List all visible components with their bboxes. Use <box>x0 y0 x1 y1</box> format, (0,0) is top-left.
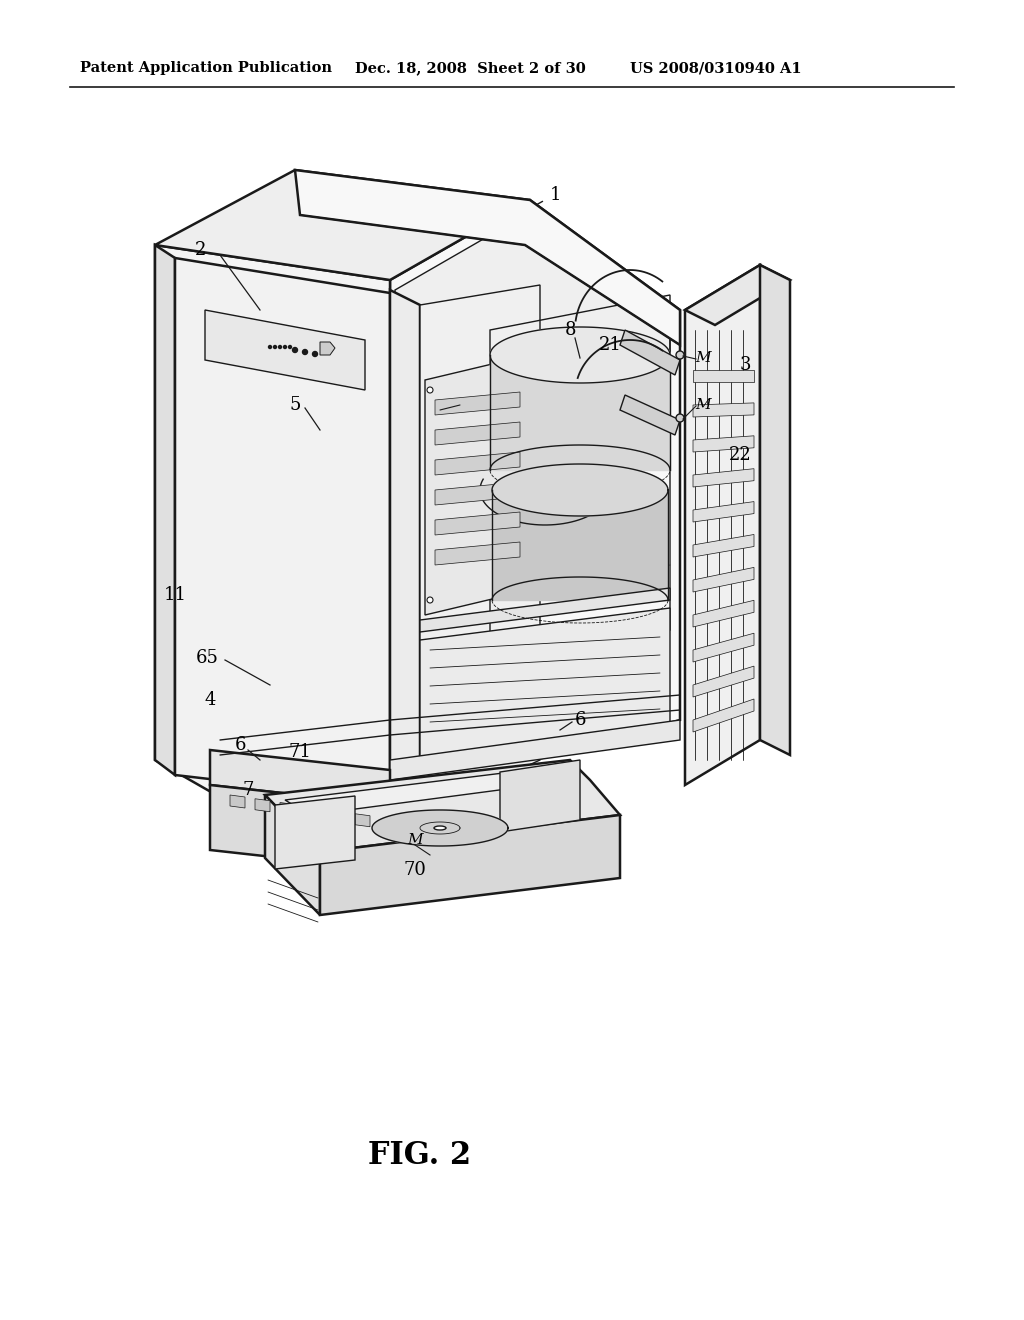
Polygon shape <box>620 330 680 375</box>
Polygon shape <box>285 766 575 814</box>
Text: M: M <box>695 399 711 412</box>
Polygon shape <box>255 799 270 812</box>
Circle shape <box>284 346 287 348</box>
Polygon shape <box>420 609 670 762</box>
Text: 6: 6 <box>234 737 246 754</box>
Polygon shape <box>693 469 754 487</box>
Text: FIG. 2: FIG. 2 <box>369 1139 472 1171</box>
Polygon shape <box>492 465 668 516</box>
Polygon shape <box>425 355 530 615</box>
Polygon shape <box>175 257 390 800</box>
Polygon shape <box>390 290 420 814</box>
Polygon shape <box>275 796 355 869</box>
Polygon shape <box>305 807 319 820</box>
Polygon shape <box>435 392 520 414</box>
Polygon shape <box>760 265 790 755</box>
Polygon shape <box>319 342 335 355</box>
Polygon shape <box>500 760 580 832</box>
Polygon shape <box>390 719 680 780</box>
Polygon shape <box>372 810 508 846</box>
Polygon shape <box>420 285 540 814</box>
Polygon shape <box>395 215 670 450</box>
Polygon shape <box>295 170 680 345</box>
Text: US 2008/0310940 A1: US 2008/0310940 A1 <box>630 61 802 75</box>
Text: 5: 5 <box>290 396 301 414</box>
Polygon shape <box>435 543 520 565</box>
Polygon shape <box>155 170 530 280</box>
Polygon shape <box>205 310 365 389</box>
Text: 11: 11 <box>164 586 186 605</box>
Polygon shape <box>230 795 245 808</box>
Circle shape <box>289 346 292 348</box>
Polygon shape <box>435 512 520 535</box>
Polygon shape <box>355 813 370 826</box>
Polygon shape <box>390 201 680 800</box>
Text: 2: 2 <box>195 242 206 259</box>
Circle shape <box>676 414 684 422</box>
Circle shape <box>279 346 282 348</box>
Polygon shape <box>435 422 520 445</box>
Polygon shape <box>330 810 345 822</box>
Polygon shape <box>685 265 760 785</box>
Text: M: M <box>695 351 711 366</box>
Polygon shape <box>693 436 754 451</box>
Polygon shape <box>435 482 520 506</box>
Circle shape <box>676 351 684 359</box>
Text: 71: 71 <box>289 743 311 762</box>
Polygon shape <box>693 568 754 591</box>
Text: 21: 21 <box>599 337 622 354</box>
Text: Dec. 18, 2008  Sheet 2 of 30: Dec. 18, 2008 Sheet 2 of 30 <box>355 61 586 75</box>
Polygon shape <box>155 246 175 775</box>
Text: 1: 1 <box>549 186 561 205</box>
Text: 4: 4 <box>205 690 216 709</box>
Polygon shape <box>265 760 620 851</box>
Polygon shape <box>492 490 668 601</box>
Text: 7: 7 <box>243 781 254 799</box>
Polygon shape <box>319 814 620 915</box>
Circle shape <box>268 346 271 348</box>
Polygon shape <box>693 535 754 557</box>
Circle shape <box>273 346 276 348</box>
Polygon shape <box>210 785 390 870</box>
Ellipse shape <box>434 826 446 830</box>
Polygon shape <box>693 634 754 663</box>
Polygon shape <box>693 370 754 381</box>
Circle shape <box>302 350 307 355</box>
Polygon shape <box>693 502 754 521</box>
Polygon shape <box>155 246 390 800</box>
Text: 8: 8 <box>564 321 575 339</box>
Text: 3: 3 <box>739 356 751 374</box>
Polygon shape <box>420 587 670 632</box>
Circle shape <box>427 597 433 603</box>
Polygon shape <box>265 795 319 915</box>
Polygon shape <box>490 327 670 383</box>
Text: M: M <box>408 833 423 847</box>
Polygon shape <box>280 803 295 816</box>
Polygon shape <box>435 451 520 475</box>
Polygon shape <box>210 750 390 805</box>
Polygon shape <box>693 700 754 733</box>
Text: Patent Application Publication: Patent Application Publication <box>80 61 332 75</box>
Circle shape <box>312 351 317 356</box>
Polygon shape <box>693 601 754 627</box>
Polygon shape <box>490 355 670 470</box>
Text: 70: 70 <box>403 861 426 879</box>
Polygon shape <box>685 265 790 325</box>
Polygon shape <box>220 775 390 814</box>
Circle shape <box>427 387 433 393</box>
Polygon shape <box>693 667 754 697</box>
Text: 22: 22 <box>729 446 752 465</box>
Text: 6: 6 <box>574 711 586 729</box>
Polygon shape <box>693 403 754 417</box>
Polygon shape <box>620 395 680 436</box>
Text: 65: 65 <box>196 649 218 667</box>
Circle shape <box>293 347 298 352</box>
